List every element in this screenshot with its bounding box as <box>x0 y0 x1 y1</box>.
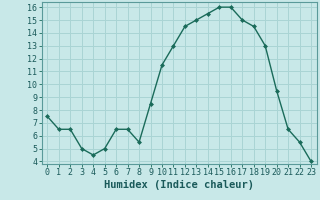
X-axis label: Humidex (Indice chaleur): Humidex (Indice chaleur) <box>104 180 254 190</box>
